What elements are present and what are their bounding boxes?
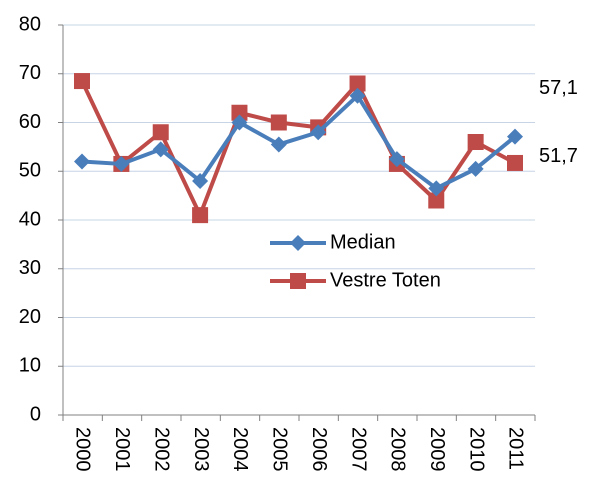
data-point: [113, 155, 130, 172]
data-point: [192, 173, 209, 189]
legend-label: Vestre Toten: [330, 269, 441, 291]
x-tick-label: 2006: [308, 427, 330, 472]
data-point: [428, 180, 445, 197]
y-tick-label: 10: [19, 355, 41, 377]
y-tick-label: 30: [19, 257, 41, 279]
x-tick-label: 2011: [505, 427, 527, 470]
legend-marker: [290, 273, 306, 289]
x-tick-label: 2001: [111, 427, 133, 472]
data-point: [428, 192, 445, 209]
data-point: [152, 124, 169, 141]
data-point: [192, 207, 209, 224]
data-label: 57,1: [539, 77, 578, 99]
y-tick-label: 20: [19, 306, 41, 328]
data-point: [74, 73, 90, 90]
series-line: [80, 80, 516, 218]
y-tick-label: 40: [19, 208, 41, 230]
data-point: [507, 128, 523, 145]
data-point: [349, 75, 366, 92]
y-tick-label: 0: [30, 403, 41, 425]
x-tick-label: 2008: [387, 427, 409, 472]
series-line: [81, 93, 517, 191]
data-point: [467, 160, 484, 177]
x-tick-label: 2007: [347, 427, 369, 472]
data-label: 51,7: [539, 145, 578, 167]
x-tick-label: 2010: [465, 427, 487, 472]
x-tick-label: 2004: [229, 427, 251, 472]
x-tick-label: 2005: [269, 427, 291, 472]
x-tick-label: 2002: [150, 427, 172, 472]
data-point: [388, 151, 405, 168]
data-point: [349, 87, 366, 104]
legend-marker: [290, 235, 306, 251]
y-tick-label: 50: [19, 160, 41, 182]
data-point: [270, 114, 287, 131]
data-point: [310, 124, 327, 141]
legend-label: Median: [330, 231, 396, 253]
data-point: [152, 141, 169, 158]
data-point: [270, 136, 287, 153]
y-tick-label: 80: [19, 13, 41, 35]
x-tick-label: 2003: [190, 427, 212, 472]
data-point: [467, 134, 484, 150]
y-tick-label: 60: [19, 111, 41, 133]
data-point: [507, 154, 523, 171]
data-point: [231, 114, 248, 131]
data-point: [74, 153, 90, 170]
x-tick-label: 2000: [72, 427, 94, 472]
data-point: [231, 104, 248, 121]
y-tick-label: 70: [19, 62, 41, 84]
x-tick-label: 2009: [426, 427, 448, 472]
